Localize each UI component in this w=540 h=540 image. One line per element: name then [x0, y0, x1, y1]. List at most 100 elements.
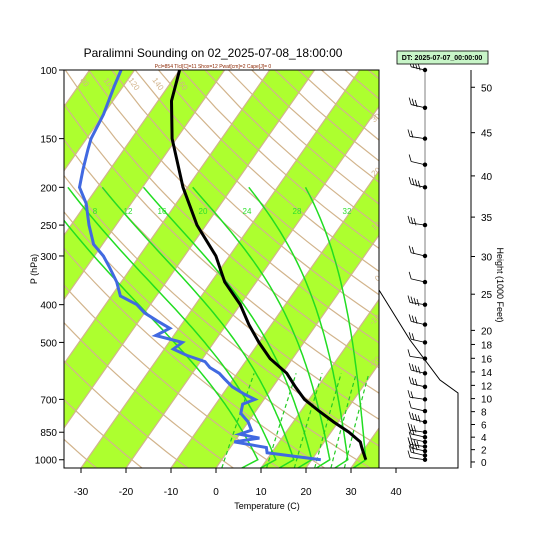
- wind-barb-feather: [407, 295, 411, 303]
- height-tick-label: 6: [481, 420, 487, 431]
- wind-barb: [409, 222, 426, 226]
- wind-barb: [411, 407, 426, 412]
- height-axis: 02 4 68 10 12 14 16 18 20 25 30 35 40 45 50: [470, 70, 493, 469]
- dry-adiabat: [64, 438, 97, 468]
- wind-barb-feather: [413, 218, 417, 226]
- wind-barb: [411, 451, 426, 456]
- mixing-ratio-label: 28: [293, 207, 302, 216]
- wind-barb-feather: [416, 440, 420, 449]
- wind-barb-feather: [414, 316, 418, 324]
- height-tick-label: 16: [481, 354, 493, 365]
- wind-barb-feather: [413, 425, 417, 433]
- wind-barb-feather: [411, 178, 415, 186]
- wind-barb-feather: [417, 180, 421, 188]
- moist-adiabat: [64, 219, 259, 468]
- dry-adiabat: [111, 70, 379, 320]
- temperature-tick-label: -30: [74, 487, 89, 498]
- height-tick-label: 50: [481, 83, 493, 94]
- wind-barb: [411, 418, 426, 423]
- wind-barb: [411, 433, 426, 438]
- wind-barb: [411, 438, 426, 443]
- mixing-ratio-label: 20: [199, 207, 208, 216]
- wind-barb-feather: [407, 450, 411, 458]
- isotherm: [64, 70, 271, 365]
- chart-title: Paralimni Sounding on 02_2025-07-08_18:0…: [84, 46, 343, 60]
- wind-barb-feather: [411, 333, 415, 341]
- wind-barb-feather: [410, 391, 414, 399]
- wind-barb: [409, 355, 426, 359]
- wind-barb-feather: [411, 246, 415, 255]
- plot-frame: [63, 69, 380, 469]
- height-tick-label: 14: [481, 368, 493, 379]
- wind-barb-feather: [407, 437, 411, 445]
- pressure-tick-label: 250: [40, 221, 57, 232]
- dewpoint-profile: [77, 70, 321, 462]
- wind-barb-feather: [408, 445, 412, 453]
- wind-barb-feather: [408, 332, 412, 340]
- wind-barb-feather: [408, 245, 412, 253]
- mixing-ratio-labels: 8 12 16 20 24 28 32: [93, 207, 352, 216]
- wind-barb-feather: [411, 315, 415, 323]
- dry-adiabat: [64, 102, 379, 394]
- wind-barb-feather: [414, 99, 418, 108]
- isotherm: [64, 70, 181, 237]
- mixing-ratio-line: [343, 373, 370, 468]
- wind-barb: [409, 302, 426, 306]
- pressure-tick-label: 700: [40, 395, 57, 406]
- wind-barb-feather: [408, 400, 412, 408]
- isotherm: [215, 234, 379, 468]
- temperature-band: [81, 70, 379, 468]
- wind-barb-feather: [414, 179, 418, 187]
- moist-adiabat: [67, 186, 277, 468]
- wind-barb: [411, 161, 426, 166]
- wind-barb: [411, 252, 426, 257]
- pressure-tick-label: 500: [40, 338, 57, 349]
- height-tick-label: 40: [481, 172, 493, 183]
- height-tick-label: 30: [481, 252, 493, 263]
- wind-barb-feather: [408, 177, 412, 185]
- wind-barb: [411, 320, 426, 325]
- wind-barb-feather: [414, 365, 418, 373]
- wind-barb-feather: [407, 390, 411, 398]
- moist-adiabat: [142, 186, 313, 468]
- wind-barb-feather: [408, 431, 412, 439]
- wind-barb-feather: [410, 438, 414, 446]
- adiabat-label-right: -10: [368, 312, 383, 327]
- height-tick-label: 8: [481, 408, 487, 419]
- pressure-tick-label: 300: [40, 252, 57, 263]
- temperature-profile: [169, 70, 368, 461]
- temperature-tick-label: 20: [300, 487, 312, 498]
- wind-barb: [409, 136, 426, 140]
- dt-box: [396, 50, 489, 65]
- dry-adiabat: [64, 321, 234, 468]
- moist-adiabat-lines: [64, 186, 367, 468]
- dry-adiabat: [64, 247, 325, 468]
- adiabat-label-right: -20: [368, 354, 383, 369]
- pressure-tick-label: 1000: [35, 456, 58, 467]
- wind-barb-feather: [410, 296, 414, 304]
- pressure-tick-label: 100: [40, 66, 57, 77]
- dry-adiabat: [181, 70, 379, 250]
- wind-barb-feather: [417, 415, 421, 423]
- wind-barb-feather: [407, 349, 411, 357]
- dry-adiabat: [64, 398, 143, 468]
- chart-subtitle: Pcl=854 Tlcl[C]=11 Shox=12 Pwat[cm]=2 Ca…: [155, 64, 272, 70]
- wind-barb-feather: [410, 424, 414, 432]
- adiabat-label-right: 30: [370, 111, 383, 124]
- wind-barb-feather: [407, 422, 411, 431]
- wind-barb-feather: [411, 98, 415, 106]
- x-axis-label: Temperature (C): [234, 501, 300, 511]
- mixing-ratio-label: 8: [93, 207, 98, 216]
- dry-adiabat: [64, 138, 379, 420]
- dt-box-label: DT: 2025-07-07_00:00:00: [402, 55, 483, 62]
- pressure-axis: 100 150 200 250 300 400 500 700 850 1000: [35, 66, 64, 467]
- moist-adiabat: [304, 186, 367, 468]
- wind-barb-feather: [417, 63, 421, 71]
- wind-barb-feather: [411, 377, 415, 385]
- wind-barb-feather: [416, 298, 420, 307]
- adiabat-label-right: 10: [370, 219, 383, 232]
- wind-barb-feather: [417, 366, 421, 374]
- wind-barb-feather: [414, 378, 418, 387]
- wind-barb: [411, 104, 426, 109]
